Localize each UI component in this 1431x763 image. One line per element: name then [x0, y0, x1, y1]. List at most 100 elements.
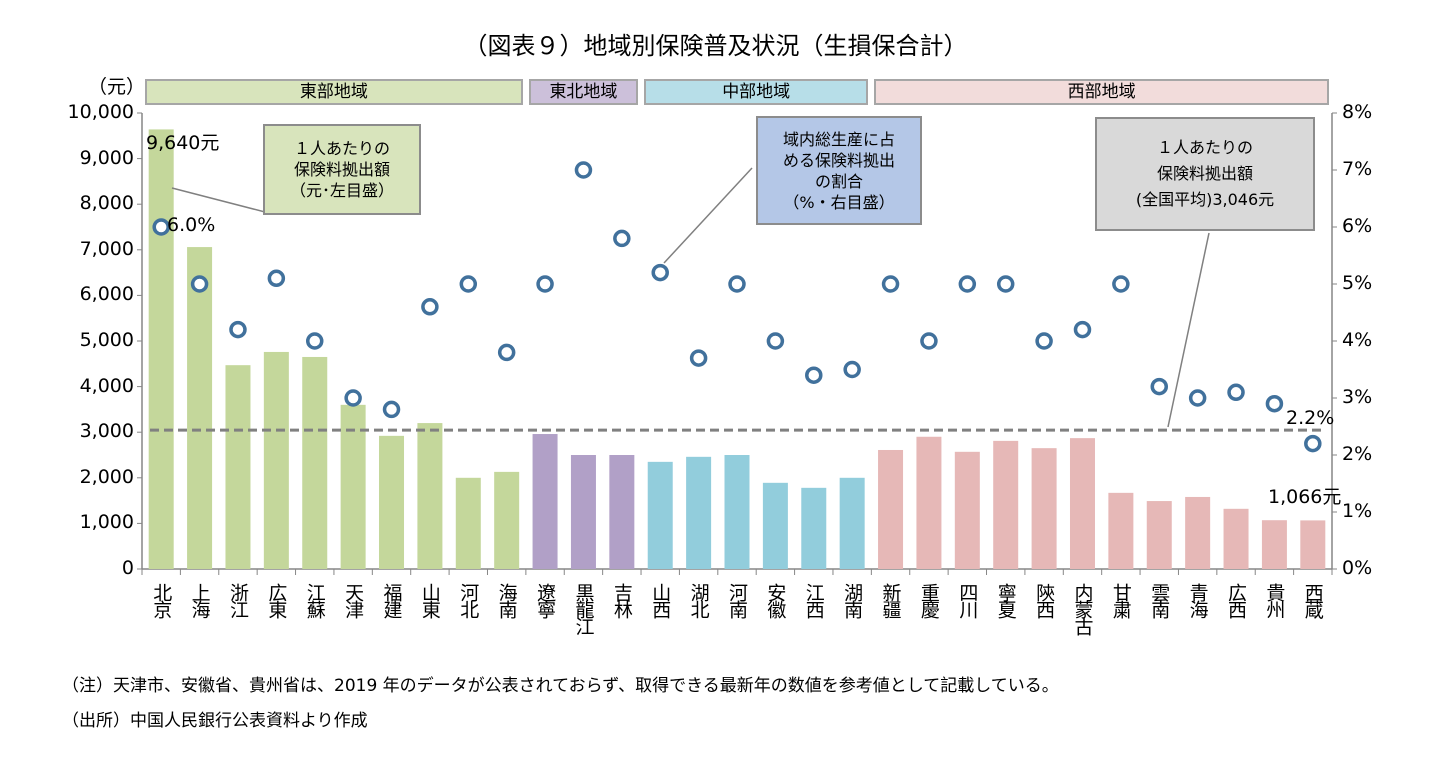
point-吉林 — [613, 229, 631, 248]
point-河南 — [728, 275, 746, 293]
bar-青海 — [1185, 496, 1211, 569]
category-label: 貴州 — [1263, 583, 1286, 617]
callout-average: １人あたりの 保険料拠出額 (全国平均)3,046元 — [1095, 117, 1315, 231]
left-tick-label: 1,000 — [79, 511, 134, 534]
left-tick-label: 2,000 — [79, 465, 134, 488]
callout-line: １人あたりの — [1156, 138, 1253, 157]
bar-黒龍江 — [570, 455, 596, 569]
left-tick-label: 0 — [121, 557, 134, 579]
left-tick-label: 6,000 — [79, 283, 134, 306]
bar-江蘇 — [302, 356, 328, 569]
bar-上海 — [187, 247, 213, 569]
callout-line: 保険料拠出額 — [293, 160, 390, 179]
source-note: （出所）中国人民銀行公表資料より作成 — [62, 711, 368, 731]
category-label: 江蘇 — [303, 583, 326, 617]
point-西蔵 — [1304, 434, 1322, 453]
point-遼寧 — [536, 275, 554, 293]
category-label: 広東 — [265, 583, 288, 617]
category-label: 新疆 — [879, 583, 902, 617]
region-header: 西部地域 — [874, 79, 1329, 105]
point-山東 — [421, 298, 439, 316]
callout-line: 域内総生産に占 — [782, 129, 895, 149]
bar-河南 — [724, 455, 750, 569]
bar-湖北 — [686, 456, 712, 569]
category-label: 北京 — [150, 583, 173, 617]
callout-line: （%・右目盛） — [783, 192, 895, 212]
left-tick-label: 5,000 — [79, 329, 134, 351]
point-浙江 — [229, 320, 247, 339]
category-label: 吉林 — [610, 583, 633, 617]
callout-pct: 域内総生産に占 める保険料拠出 の割合 （%・右目盛） — [756, 116, 922, 225]
callout-line: １人あたりの — [293, 139, 390, 158]
category-label: 天津 — [342, 583, 365, 617]
callout-line: の割合 — [814, 171, 863, 191]
point-寧夏 — [996, 275, 1015, 293]
category-label: 陝西 — [1033, 583, 1056, 617]
label-min-pct: 2.2% — [1286, 407, 1335, 429]
point-陝西 — [1035, 332, 1053, 350]
category-label: 遼寧 — [534, 583, 557, 617]
category-label: 山西 — [649, 583, 672, 617]
bar-吉林 — [609, 455, 635, 569]
bar-江西 — [801, 487, 827, 569]
point-重慶 — [920, 332, 938, 350]
bar-山西 — [647, 461, 673, 569]
bar-河北 — [455, 477, 481, 569]
category-label: 江西 — [802, 583, 825, 617]
point-河北 — [459, 275, 478, 293]
callout-line: める保険料拠出 — [782, 150, 895, 170]
bar-天津 — [340, 404, 366, 569]
category-label: 寧夏 — [994, 583, 1017, 617]
category-label: 重慶 — [917, 583, 940, 617]
category-label: 内蒙古 — [1071, 583, 1094, 634]
point-海南 — [497, 343, 516, 362]
point-天津 — [344, 389, 362, 407]
point-新疆 — [881, 275, 900, 293]
label-max-bar: 9,640元 — [146, 132, 220, 154]
callout-pct-leader — [663, 167, 753, 264]
point-北京 — [152, 218, 170, 236]
category-label: 河南 — [726, 583, 748, 617]
point-福建 — [382, 400, 401, 419]
region-header: 中部地域 — [644, 79, 869, 105]
bar-北京 — [148, 129, 174, 569]
right-tick-label: 1% — [1342, 500, 1373, 522]
left-tick-label: 3,000 — [79, 420, 134, 443]
category-label: 福建 — [380, 583, 403, 617]
category-label: 河北 — [457, 583, 480, 617]
bar-西蔵 — [1300, 520, 1326, 569]
left-tick-label: 8,000 — [79, 192, 134, 215]
category-label: 西蔵 — [1301, 583, 1324, 617]
category-label: 浙江 — [226, 583, 249, 617]
left-axis-unit: （元） — [88, 76, 146, 98]
point-安徽 — [766, 332, 785, 350]
callout-line: (全国平均)3,046元 — [1135, 190, 1275, 209]
category-label: 黒龍江 — [572, 583, 595, 634]
label-min-bar: 1,066元 — [1268, 486, 1342, 508]
region-header: 東部地域 — [145, 79, 523, 105]
chart-title: （図表９）地域別保険普及状況（生損保合計） — [463, 32, 968, 60]
point-雲南 — [1150, 377, 1169, 396]
right-tick-label: 8% — [1342, 101, 1373, 123]
callout-line: 保険料拠出額 — [1156, 164, 1253, 183]
bar-新疆 — [878, 449, 904, 569]
category-label: 上海 — [188, 583, 211, 617]
left-tick-label: 7,000 — [79, 237, 134, 260]
callout-bar-leader — [171, 187, 266, 213]
label-max-pct: 6.0% — [167, 214, 216, 236]
bar-湖南 — [839, 477, 865, 569]
right-tick-label: 3% — [1342, 386, 1373, 408]
bar-海南 — [494, 471, 520, 569]
category-label: 山東 — [418, 583, 441, 617]
bar-雲南 — [1146, 501, 1172, 569]
bar-寧夏 — [993, 440, 1019, 569]
category-label: 湖北 — [687, 583, 710, 617]
bar-甘粛 — [1108, 492, 1134, 569]
callout-average-leader — [1167, 232, 1210, 428]
category-label: 雲南 — [1148, 583, 1171, 617]
right-tick-label: 6% — [1342, 215, 1373, 237]
category-label: 安徽 — [764, 583, 787, 617]
point-上海 — [190, 275, 209, 293]
bar-広西 — [1223, 508, 1249, 569]
right-tick-label: 7% — [1342, 158, 1373, 180]
